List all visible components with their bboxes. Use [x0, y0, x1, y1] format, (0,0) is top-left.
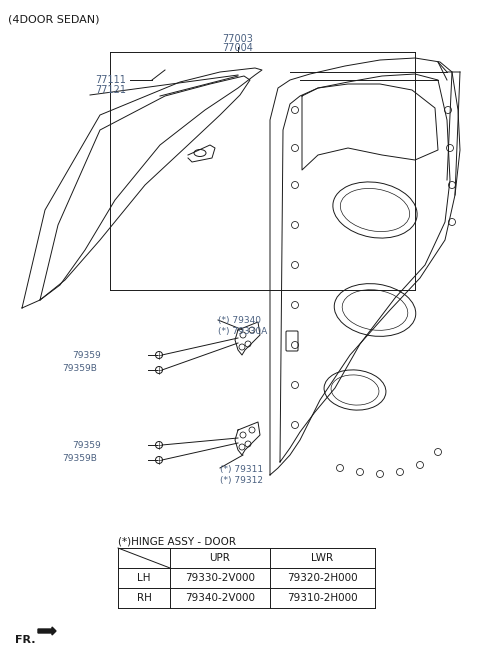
Text: FR.: FR. [15, 635, 36, 645]
Text: (*)HINGE ASSY - DOOR: (*)HINGE ASSY - DOOR [118, 536, 236, 546]
Text: UPR: UPR [210, 553, 230, 563]
Text: 79320-2H000: 79320-2H000 [287, 573, 358, 583]
Text: 79340-2V000: 79340-2V000 [185, 593, 255, 603]
Text: 77121: 77121 [95, 85, 126, 95]
Text: 79359B: 79359B [62, 454, 97, 463]
Polygon shape [38, 627, 56, 635]
Text: 79330-2V000: 79330-2V000 [185, 573, 255, 583]
Text: 79359: 79359 [72, 441, 101, 450]
Text: 77111: 77111 [95, 75, 126, 85]
Text: RH: RH [137, 593, 151, 603]
Text: 77003: 77003 [223, 34, 253, 44]
Text: 77004: 77004 [223, 43, 253, 53]
Text: 79359: 79359 [72, 351, 101, 360]
Text: 79310-2H000: 79310-2H000 [287, 593, 358, 603]
Text: LWR: LWR [312, 553, 334, 563]
Text: (4DOOR SEDAN): (4DOOR SEDAN) [8, 14, 99, 24]
Text: (*) 79330A: (*) 79330A [218, 327, 267, 336]
Text: (*) 79340: (*) 79340 [218, 316, 261, 325]
Text: (*) 79312: (*) 79312 [220, 476, 263, 485]
Text: 79359B: 79359B [62, 364, 97, 373]
Text: (*) 79311: (*) 79311 [220, 465, 263, 474]
Text: LH: LH [137, 573, 151, 583]
